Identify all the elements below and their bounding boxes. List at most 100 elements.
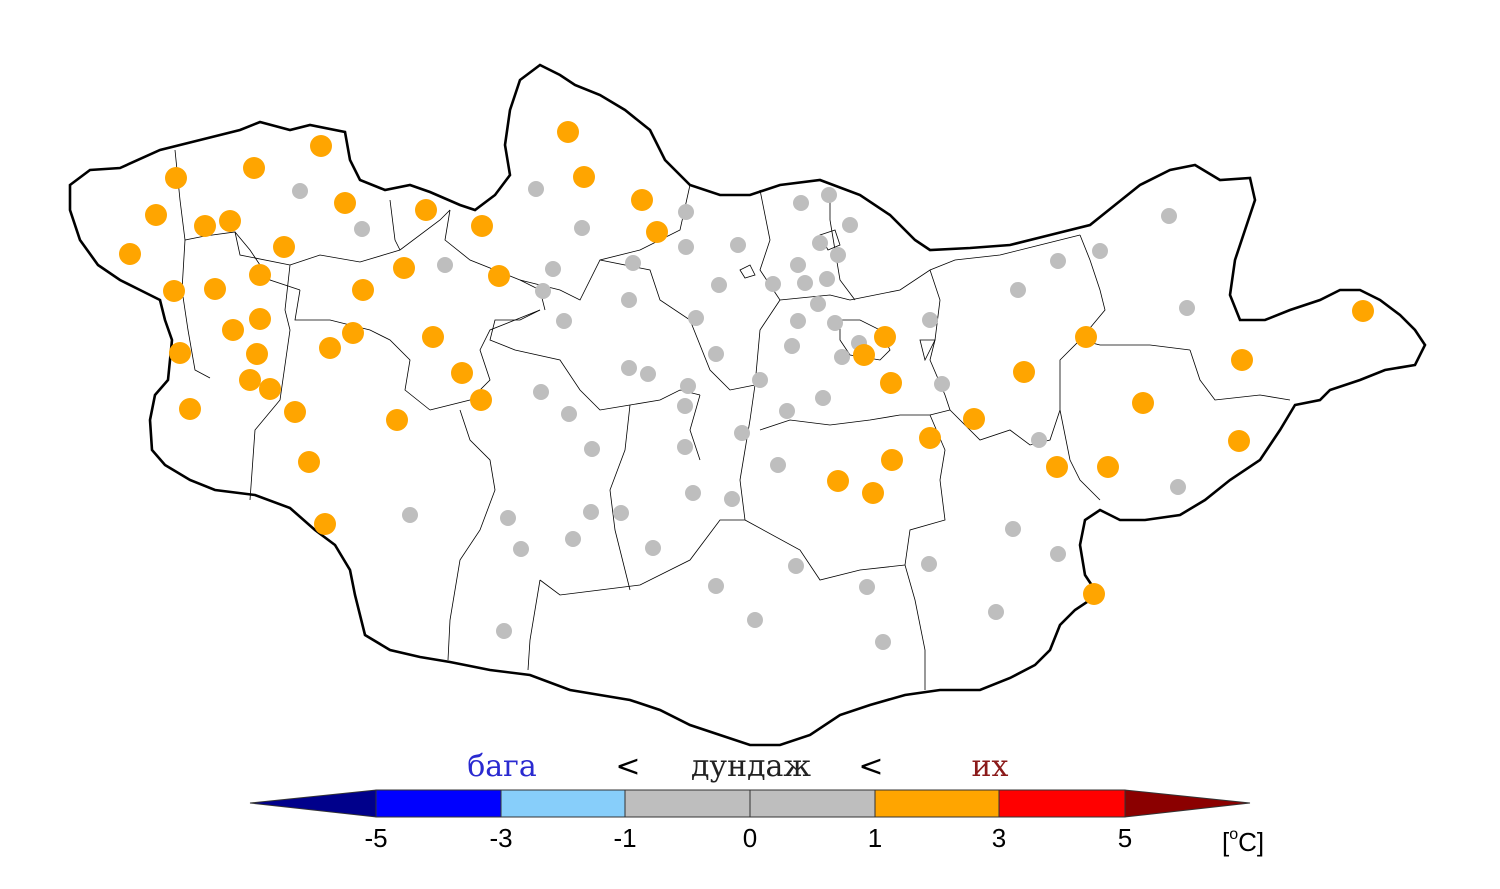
station-normal [678, 239, 694, 255]
station-above-normal [273, 236, 295, 258]
station-above-normal [1075, 326, 1097, 348]
station-markers [119, 121, 1374, 650]
legend-category-below: бага [467, 749, 537, 784]
station-normal [859, 579, 875, 595]
station-normal [402, 507, 418, 523]
station-above-normal [298, 451, 320, 473]
station-normal [1170, 479, 1186, 495]
station-normal [922, 312, 938, 328]
station-normal [583, 504, 599, 520]
station-normal [561, 406, 577, 422]
station-normal [834, 349, 850, 365]
station-above-normal [259, 378, 281, 400]
unit-celsius: C] [1238, 827, 1264, 857]
colorbar-bin-1 [375, 789, 502, 818]
station-above-normal [249, 264, 271, 286]
unit-open-bracket: [ [1222, 827, 1230, 857]
station-normal [1179, 300, 1195, 316]
station-normal [354, 221, 370, 237]
station-above-normal [1228, 430, 1250, 452]
station-above-normal [222, 319, 244, 341]
station-above-normal [853, 344, 875, 366]
legend-category-above: их [972, 749, 1009, 784]
station-above-normal [119, 243, 141, 265]
colorbar [249, 789, 1251, 818]
station-normal [765, 276, 781, 292]
station-above-normal [1013, 361, 1035, 383]
station-normal [688, 310, 704, 326]
station-normal [827, 315, 843, 331]
station-normal [556, 313, 572, 329]
station-normal [708, 346, 724, 362]
station-normal [584, 441, 600, 457]
station-above-normal [145, 204, 167, 226]
station-normal [625, 255, 641, 271]
station-above-normal [386, 409, 408, 431]
station-above-normal [334, 192, 356, 214]
station-above-normal [165, 167, 187, 189]
colorbar-bin-below-min [249, 789, 377, 818]
station-normal [437, 257, 453, 273]
station-normal [292, 183, 308, 199]
mongolia-outline [68, 63, 1427, 747]
legend: бага < дундаж < их -5 -3 -1 0 1 3 5 [oC] [249, 749, 1264, 857]
station-above-normal [393, 257, 415, 279]
station-normal [533, 384, 549, 400]
station-normal [1092, 243, 1108, 259]
colorbar-tick-label: -1 [613, 823, 636, 853]
colorbar-tick-label: 3 [992, 823, 1006, 853]
station-above-normal [631, 189, 653, 211]
station-normal [730, 237, 746, 253]
station-above-normal [342, 322, 364, 344]
station-normal [513, 541, 529, 557]
station-normal [645, 540, 661, 556]
station-normal [677, 439, 693, 455]
station-above-normal [422, 326, 444, 348]
station-above-normal [415, 199, 437, 221]
station-normal [1010, 282, 1026, 298]
station-normal [788, 558, 804, 574]
station-normal [797, 275, 813, 291]
station-normal [678, 204, 694, 220]
station-normal [1050, 546, 1066, 562]
station-normal [574, 220, 590, 236]
station-normal [621, 360, 637, 376]
colorbar-bin-2 [500, 789, 626, 818]
colorbar-tick-label: 5 [1118, 823, 1132, 853]
unit-label: [oC] [1222, 826, 1264, 857]
station-normal [988, 604, 1004, 620]
station-normal [565, 531, 581, 547]
station-above-normal [1097, 456, 1119, 478]
station-normal [812, 235, 828, 251]
station-above-normal [314, 513, 336, 535]
station-above-normal [194, 215, 216, 237]
station-above-normal [239, 369, 261, 391]
station-above-normal [557, 121, 579, 143]
station-above-normal [471, 215, 493, 237]
colorbar-bin-above-max [1124, 789, 1251, 818]
colorbar-tick-label: 0 [743, 823, 757, 853]
station-normal [815, 390, 831, 406]
station-above-normal [319, 337, 341, 359]
colorbar-tick-label: -3 [489, 823, 512, 853]
station-normal [680, 378, 696, 394]
station-normal [1161, 208, 1177, 224]
station-normal [1050, 253, 1066, 269]
station-above-normal [1083, 583, 1105, 605]
station-normal [535, 283, 551, 299]
station-above-normal [179, 398, 201, 420]
station-normal [779, 403, 795, 419]
station-normal [819, 271, 835, 287]
station-above-normal [862, 482, 884, 504]
station-normal [790, 313, 806, 329]
station-above-normal [451, 362, 473, 384]
station-normal [640, 366, 656, 382]
station-above-normal [470, 389, 492, 411]
station-above-normal [488, 265, 510, 287]
station-normal [784, 338, 800, 354]
station-normal [724, 491, 740, 507]
station-normal [500, 510, 516, 526]
legend-category-normal: дундаж [691, 749, 811, 784]
station-above-normal [1132, 392, 1154, 414]
station-normal [711, 277, 727, 293]
